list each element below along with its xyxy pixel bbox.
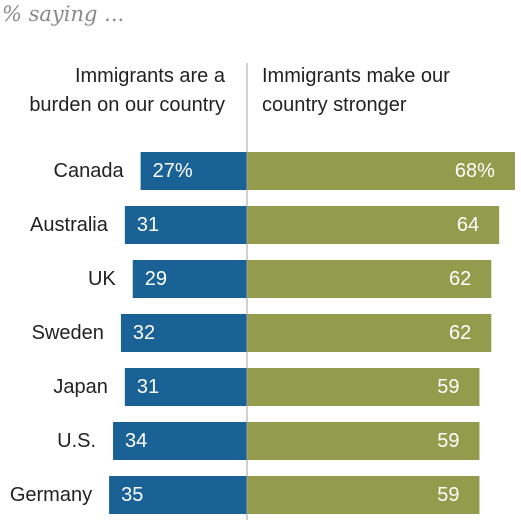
value-label-stronger: 62 [449, 322, 471, 344]
right-header-line-2: country stronger [262, 94, 407, 116]
value-label-burden: 32 [133, 322, 155, 344]
value-label-burden: 34 [125, 430, 147, 452]
value-label-burden: 27% [153, 160, 193, 182]
bar-burden [113, 422, 247, 460]
value-label-burden: 35 [121, 484, 143, 506]
value-label-stronger: 64 [457, 214, 479, 236]
value-label-stronger: 59 [437, 376, 459, 398]
bar-burden [120, 314, 247, 352]
left-header-line-1: Immigrants are a [74, 65, 225, 87]
bar-stronger [247, 368, 480, 406]
value-label-stronger: 59 [437, 430, 459, 452]
bar-burden [124, 368, 247, 406]
bar-burden [140, 152, 247, 190]
country-label: Canada [54, 160, 125, 182]
country-label: Japan [53, 376, 108, 398]
bar-stronger [247, 260, 492, 298]
chart-subtitle: % saying ... [2, 2, 125, 26]
bar-stronger [247, 476, 480, 514]
value-label-burden: 31 [137, 214, 159, 236]
country-label: Sweden [32, 322, 104, 344]
value-label-burden: 29 [145, 268, 167, 290]
value-label-stronger: 62 [449, 268, 471, 290]
bar-stronger [247, 206, 500, 244]
right-column-header: Immigrants make our country stronger [262, 62, 512, 120]
value-label-stronger: 59 [437, 484, 459, 506]
value-label-stronger: 68% [455, 160, 495, 182]
left-column-header: Immigrants are a burden on our country [0, 62, 225, 120]
country-label: U.S. [57, 430, 96, 452]
bar-stronger [247, 314, 492, 352]
right-header-line-1: Immigrants make our [262, 65, 450, 87]
bar-stronger [247, 422, 480, 460]
country-label: Australia [30, 214, 109, 236]
bar-burden [109, 476, 247, 514]
country-label: Germany [10, 484, 92, 506]
bar-burden [124, 206, 247, 244]
value-label-burden: 31 [137, 376, 159, 398]
left-header-line-2: burden on our country [29, 94, 225, 116]
country-label: UK [88, 268, 116, 290]
bar-burden [132, 260, 247, 298]
bar-stronger [247, 152, 515, 190]
